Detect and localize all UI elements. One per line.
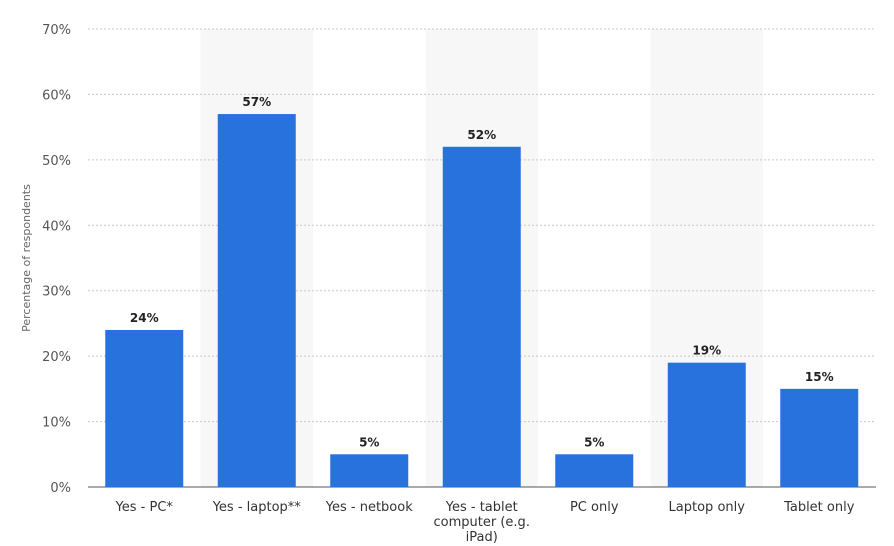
- data-labels: 24% 57% 5% 52% 5% 19% 15%: [130, 95, 834, 449]
- data-label: 5%: [359, 435, 379, 449]
- y-tick-label: 0%: [50, 481, 71, 496]
- data-label: 52%: [467, 128, 496, 142]
- data-label: 15%: [805, 370, 834, 384]
- bar: [105, 329, 184, 487]
- bar: [555, 454, 634, 487]
- bar: [667, 362, 746, 487]
- bar: [442, 146, 521, 487]
- y-tick-label: 60%: [42, 88, 71, 103]
- x-tick-label: Tablet only: [783, 500, 855, 515]
- data-label: 19%: [692, 344, 721, 358]
- y-tick-label: 20%: [42, 350, 71, 365]
- x-tick-label: PC only: [570, 500, 619, 515]
- y-tick-label: 40%: [42, 219, 71, 234]
- y-tick-label: 10%: [42, 416, 71, 431]
- data-label: 5%: [584, 435, 604, 449]
- bars: [105, 114, 859, 488]
- x-tick-label: Yes - laptop**: [212, 500, 302, 515]
- data-label: 57%: [242, 95, 271, 109]
- data-label: 24%: [130, 311, 159, 325]
- x-tick-label: Yes - PC*: [115, 500, 174, 515]
- y-tick-label: 50%: [42, 154, 71, 169]
- x-tick-label: Yes - netbook: [325, 500, 413, 515]
- y-axis-ticks: 0% 10% 20% 30% 40% 50% 60% 70%: [42, 23, 71, 496]
- y-tick-label: 30%: [42, 285, 71, 300]
- x-axis-categories: Yes - PC* Yes - laptop** Yes - netbook Yes …: [115, 500, 855, 545]
- bar: [330, 454, 409, 487]
- x-tick-label: Yes - tablet computer (e.g. iPad): [434, 500, 530, 545]
- y-axis-title: Percentage of respondents: [20, 184, 33, 332]
- y-tick-label: 70%: [42, 23, 71, 38]
- bar: [217, 114, 296, 488]
- x-tick-label: Laptop only: [669, 500, 746, 515]
- bar: [780, 388, 859, 487]
